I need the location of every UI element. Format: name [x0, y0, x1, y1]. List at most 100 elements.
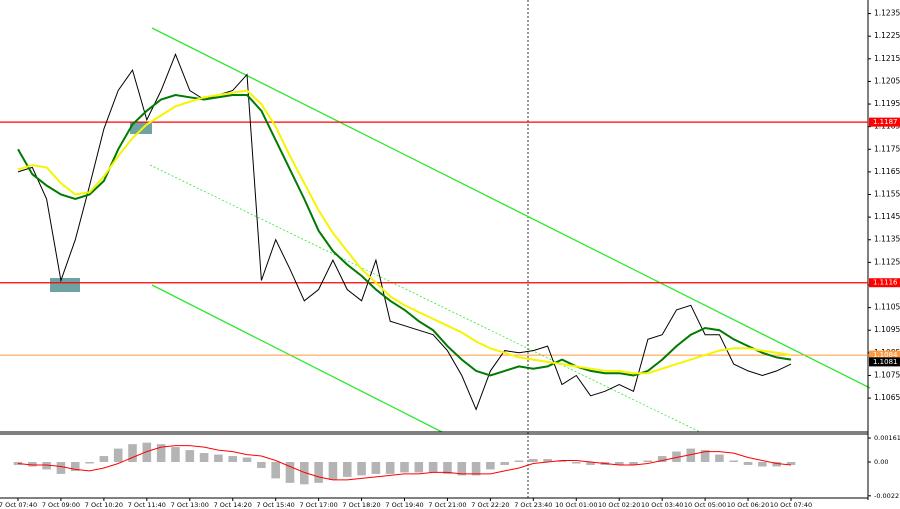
histogram-bar [400, 462, 409, 473]
histogram-bar [486, 462, 495, 470]
y-tick-label: 0.00 [874, 458, 888, 466]
y-tick-label: 1.1095 [874, 325, 900, 334]
histogram-bar [629, 462, 638, 465]
histogram-bar [543, 459, 552, 462]
x-tick-label: 7 Oct 22:20 [471, 501, 509, 509]
histogram-bar [199, 453, 209, 462]
histogram-bar [457, 462, 467, 476]
histogram-bar [13, 462, 23, 465]
price-tag-label: 1.1084 [873, 351, 898, 359]
y-tick-label: -0.00227 [874, 492, 900, 500]
series-line [17, 52, 792, 411]
y-tick-label: 1.1165 [874, 167, 900, 176]
y-tick-label: 1.1195 [874, 99, 900, 108]
histogram-bar [300, 462, 309, 485]
histogram-bar [500, 462, 509, 465]
histogram-bar [242, 457, 252, 462]
x-tick-label: 10 Oct 05:00 [684, 501, 726, 509]
histogram-bar [99, 456, 109, 462]
y-tick-label: 1.1145 [874, 212, 900, 221]
histogram-bar [657, 456, 667, 462]
x-tick-label: 7 Oct 07:40 [0, 501, 37, 509]
x-tick-label: 10 Oct 01:00 [555, 501, 597, 509]
y-tick-label: 1.1135 [874, 235, 900, 244]
histogram-bar [70, 462, 80, 471]
histogram-bar [529, 459, 538, 462]
price-tag-label: 1.1081 [873, 358, 898, 366]
y-tick-label: 1.1215 [874, 54, 900, 63]
histogram-bar [758, 462, 767, 467]
histogram-bar [314, 462, 323, 483]
x-tick-label: 7 Oct 17:00 [299, 501, 337, 509]
x-tick-label: 7 Oct 23:40 [514, 501, 552, 509]
histogram-bar [228, 456, 238, 462]
channel-lower [151, 284, 443, 433]
histogram-bar [56, 462, 66, 474]
histogram-bar [643, 460, 653, 462]
histogram-bar [571, 462, 581, 464]
histogram-bar [42, 462, 51, 470]
histogram-bar [700, 450, 710, 462]
y-tick-label: 1.1075 [874, 370, 900, 379]
histogram-bar [428, 462, 438, 473]
histogram-bar [185, 450, 195, 462]
histogram-bar [328, 462, 338, 480]
price-tag [869, 350, 900, 360]
y-tick-label: 1.1205 [874, 76, 900, 85]
y-tick-label: 1.1225 [874, 31, 900, 40]
x-tick-label: 7 Oct 18:20 [342, 501, 380, 509]
x-tick-label: 10 Oct 06:20 [727, 501, 769, 509]
y-tick-label: 1.1065 [874, 393, 900, 402]
histogram-bar [786, 462, 796, 465]
histogram-bar [772, 462, 781, 467]
series-line [17, 93, 792, 377]
x-tick-label: 7 Oct 15:40 [257, 501, 295, 509]
price-tag-label: 1.1116 [873, 279, 898, 287]
x-tick-label: 7 Oct 19:40 [385, 501, 423, 509]
histogram-bar [729, 460, 739, 462]
histogram-bar [257, 462, 266, 468]
y-tick-label: 1.1155 [874, 190, 900, 199]
x-tick-label: 7 Oct 09:00 [42, 501, 80, 509]
histogram-bar [686, 448, 696, 462]
x-tick-label: 10 Oct 02:20 [598, 501, 640, 509]
histogram-bar [385, 462, 395, 474]
histogram-bar [342, 462, 352, 477]
channel-upper [151, 27, 871, 389]
y-tick-label: 1.1235 [874, 9, 900, 18]
histogram-bar [271, 462, 280, 479]
x-tick-label: 10 Oct 03:40 [641, 501, 683, 509]
histogram-bar [171, 447, 180, 462]
x-tick-label: 7 Oct 10:20 [85, 501, 123, 509]
histogram-bar [142, 442, 152, 462]
channel-middle [149, 164, 701, 433]
histogram-bar [113, 448, 123, 462]
histogram-bar [85, 462, 94, 464]
histogram-bar [586, 462, 595, 465]
histogram-bar [156, 444, 166, 462]
histogram-bar [672, 451, 681, 462]
y-tick-label: 1.1125 [874, 257, 900, 266]
x-tick-label: 7 Oct 21:00 [428, 501, 466, 509]
signal-line [17, 445, 792, 481]
histogram-bar [285, 462, 295, 483]
histogram-bar [743, 462, 753, 465]
histogram-bar [514, 460, 524, 462]
price-tag [869, 278, 900, 288]
x-tick-label: 7 Oct 13:00 [171, 501, 209, 509]
histogram-bar [371, 462, 381, 474]
histogram-bar [357, 462, 366, 476]
histogram-bar [614, 462, 624, 465]
histogram-bar [715, 454, 724, 462]
histogram-bar [414, 462, 424, 473]
histogram-bar [471, 462, 481, 476]
price-tag [869, 117, 900, 127]
x-tick-label: 10 Oct 07:40 [770, 501, 812, 509]
histogram-bar [214, 454, 223, 462]
series-line [17, 89, 792, 375]
entry-marker [50, 278, 80, 292]
x-tick-label: 7 Oct 11:40 [128, 501, 166, 509]
histogram-bar [443, 462, 452, 474]
y-tick-label: 0.00161 [874, 434, 900, 442]
